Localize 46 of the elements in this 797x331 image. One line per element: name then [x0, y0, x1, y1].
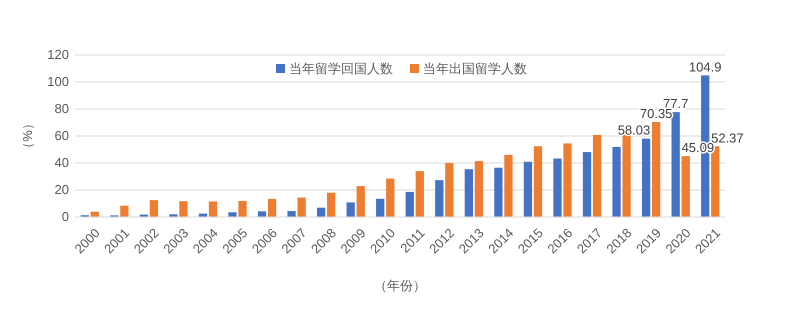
legend-label: 当年留学回国人数: [289, 61, 393, 76]
y-tick-label: 0: [62, 209, 69, 224]
bar: [445, 163, 454, 217]
bar: [612, 146, 621, 217]
bar: [652, 122, 660, 217]
bar: [179, 201, 188, 217]
bar: [642, 138, 650, 217]
y-axis-title: （%）: [20, 117, 35, 155]
bar: [268, 198, 276, 217]
y-tick-label: 120: [47, 47, 69, 62]
bar: [416, 171, 424, 217]
bar: [582, 152, 592, 217]
bar: [563, 143, 572, 217]
y-tick-label: 20: [54, 182, 69, 197]
y-tick-label: 60: [54, 128, 69, 143]
bar: [238, 200, 247, 217]
y-tick-label: 100: [47, 74, 69, 89]
bar: [682, 156, 690, 217]
bar: [327, 192, 336, 217]
y-tick-label: 40: [54, 155, 69, 170]
x-axis-title: （年份）: [374, 278, 426, 293]
bar: [553, 158, 562, 217]
bar: [406, 192, 414, 217]
bar: [120, 206, 128, 217]
bar: [356, 186, 365, 217]
bar: [376, 198, 384, 217]
bar: [297, 198, 306, 217]
bar: [150, 200, 158, 217]
y-tick-label: 80: [54, 101, 69, 116]
bar: [208, 201, 218, 217]
bar: [90, 212, 99, 217]
bar: [504, 154, 513, 217]
bar: [592, 134, 602, 217]
bar: [386, 178, 394, 217]
legend-label: 当年出国留学人数: [423, 61, 527, 76]
bar: [474, 161, 484, 217]
bar: [346, 202, 355, 217]
bar: [464, 169, 473, 217]
bar: [672, 112, 680, 217]
bar: [524, 162, 532, 217]
bar: [534, 146, 542, 217]
bar: [316, 208, 326, 217]
bar: [435, 180, 444, 217]
data-label: 104.9: [688, 59, 722, 74]
data-label: 70.35: [640, 106, 672, 122]
bar: [494, 168, 503, 217]
